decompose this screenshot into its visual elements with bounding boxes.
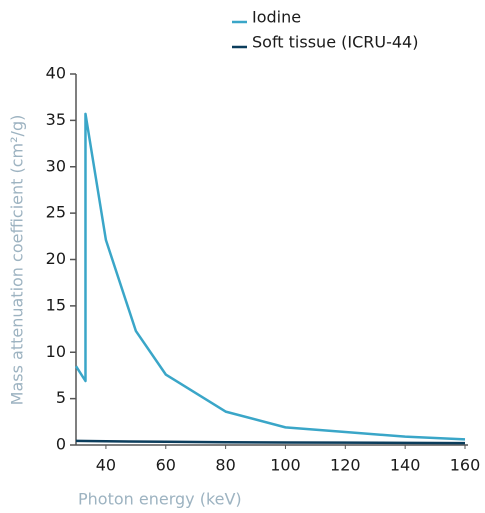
- y-tick-label: 20: [46, 249, 66, 268]
- legend-label: Soft tissue (ICRU-44): [252, 33, 418, 52]
- x-tick-label: 40: [96, 456, 116, 475]
- y-tick-label: 30: [46, 156, 66, 175]
- legend-label: Iodine: [252, 8, 301, 27]
- x-tick-label: 140: [390, 456, 421, 475]
- x-axis-label: Photon energy (keV): [78, 490, 242, 509]
- y-axis-label: Mass attenuation coefficient (cm²/g): [8, 115, 27, 406]
- y-tick-label: 10: [46, 342, 66, 361]
- x-tick-label: 60: [156, 456, 176, 475]
- y-tick-label: 0: [56, 435, 66, 454]
- line-series: [74, 112, 466, 441]
- x-tick-label: 120: [330, 456, 361, 475]
- y-tick-label: 40: [46, 64, 66, 83]
- line-series: [75, 439, 466, 445]
- y-tick-label: 25: [46, 203, 66, 222]
- x-tick-label: 100: [270, 456, 301, 475]
- y-tick-label: 15: [46, 295, 66, 314]
- x-tick-label: 80: [215, 456, 235, 475]
- x-tick-label: 160: [450, 456, 481, 475]
- y-tick-label: 35: [46, 110, 66, 129]
- y-tick-label: 5: [56, 388, 66, 407]
